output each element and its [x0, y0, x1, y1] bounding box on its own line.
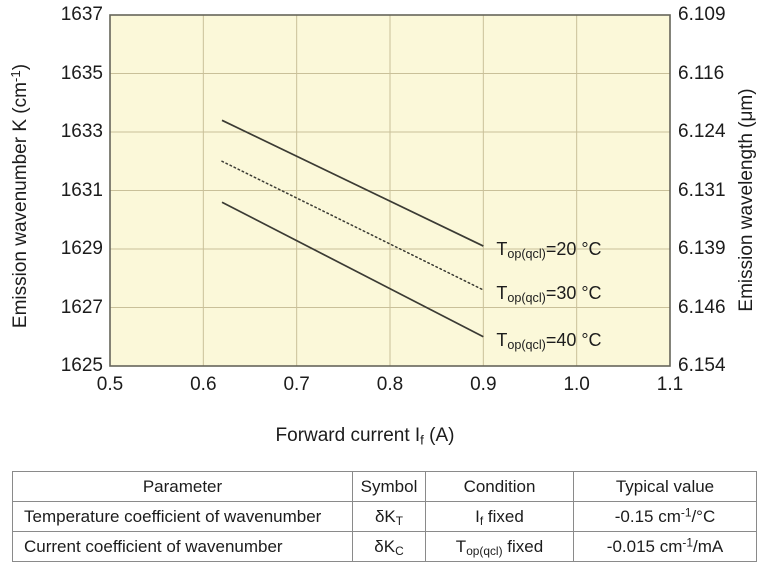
y-axis-title-right: Emission wavelength (μm) [736, 88, 757, 312]
table-header-typical-value: Typical value [573, 471, 757, 502]
series-label-2: Top(qcl)=30 °C [496, 282, 602, 306]
parameter-condition: If fixed [425, 501, 574, 532]
table-header-symbol: Symbol [352, 471, 426, 502]
parameter-table: Parameter Symbol Condition Typical value… [12, 471, 757, 562]
table-header-row: Parameter Symbol Condition Typical value [12, 471, 757, 502]
x-axis-tick-label: 1.1 [656, 374, 684, 395]
series-line-1 [221, 119, 484, 247]
plot-frame [109, 14, 671, 367]
series-label-3: Top(qcl)=40 °C [496, 329, 602, 352]
series-label-1: Top(qcl)=20 °C [496, 239, 602, 262]
y-axis-tick-label-right: 6.146 [678, 296, 726, 318]
parameter-condition: Top(qcl) fixed [425, 531, 574, 562]
parameter-name: Temperature coefficient of wavenumber [12, 501, 353, 532]
x-axis-tick-label: 0.6 [190, 374, 217, 395]
table-row: Temperature coefficient of wavenumber δK… [12, 501, 757, 532]
x-axis-tick-label: 0.7 [283, 374, 310, 395]
series-line-2 [221, 160, 485, 291]
parameter-name: Current coefficient of wavenumber [12, 531, 353, 562]
y-axis-tick-label-right: 6.116 [678, 62, 725, 84]
table-header-parameter: Parameter [12, 471, 353, 502]
x-axis-tick-label: 1.0 [563, 374, 590, 395]
parameter-symbol: δKT [352, 501, 426, 532]
parameter-typical-value: -0.15 cm-1/°C [573, 501, 757, 532]
y-axis-tick-label-left: 1635 [60, 62, 103, 84]
x-axis-tick-label: 0.8 [376, 374, 404, 395]
x-axis-tick-label: 0.9 [470, 374, 497, 395]
y-axis-tick-label-right: 6.109 [678, 4, 726, 25]
y-axis-tick-label-right: 6.139 [678, 238, 726, 259]
y-axis-tick-label-left: 1633 [60, 121, 103, 142]
x-axis-title: Forward current If (A) [275, 425, 455, 448]
y-axis-title-left: Emission wavenumber K (cm-1) [8, 63, 31, 329]
parameter-typical-value: -0.015 cm-1/mA [573, 531, 757, 562]
y-axis-tick-label-left: 1625 [60, 355, 103, 376]
series-line-3 [221, 201, 484, 338]
emission-chart: Emission wavenumber K (cm-1) Emission wa… [8, 4, 757, 448]
y-axis-tick-label-left: 1629 [60, 238, 103, 259]
y-axis-tick-label-left: 1637 [60, 4, 103, 25]
y-axis-tick-label-right: 6.124 [678, 121, 726, 142]
y-axis-tick-label-left: 1631 [60, 179, 103, 201]
y-axis-tick-label-right: 6.154 [678, 355, 726, 376]
y-axis-tick-label-right: 6.131 [678, 179, 726, 201]
table-header-condition: Condition [425, 471, 574, 502]
y-axis-tick-label-left: 1627 [60, 296, 103, 318]
plot-area [109, 14, 671, 367]
table-row: Current coefficient of wavenumber δKC To… [12, 531, 757, 562]
x-axis-tick-label: 0.5 [96, 374, 124, 395]
parameter-symbol: δKC [352, 531, 426, 562]
